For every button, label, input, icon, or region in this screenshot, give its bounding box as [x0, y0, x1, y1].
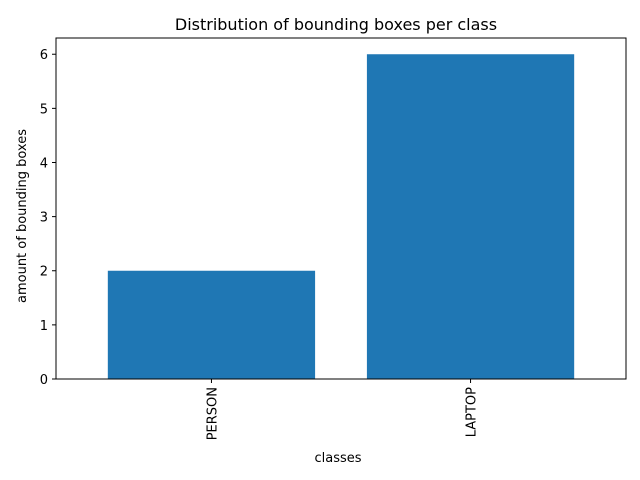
x-axis-label: classes — [314, 451, 361, 466]
bar-person — [107, 270, 316, 379]
x-axis-ticks: PERSON LAPTOP — [205, 379, 480, 440]
y-tick-label: 4 — [40, 156, 48, 171]
y-tick-label: 0 — [40, 373, 48, 388]
x-tick-label-person: PERSON — [205, 387, 220, 440]
chart-title: Distribution of bounding boxes per class — [175, 15, 497, 34]
y-tick-label: 6 — [40, 48, 48, 63]
y-tick-label: 3 — [40, 211, 48, 226]
plot-frame — [55, 37, 627, 380]
bars-layer — [107, 54, 575, 379]
x-tick-label-laptop: LAPTOP — [465, 387, 480, 437]
bar-laptop — [366, 54, 575, 379]
y-axis-label: amount of bounding boxes — [15, 129, 30, 303]
y-axis-ticks: 0 1 2 3 4 5 6 — [40, 48, 56, 388]
y-tick-label: 5 — [40, 102, 48, 117]
y-tick-label: 1 — [40, 319, 48, 334]
y-tick-label: 2 — [40, 265, 48, 280]
